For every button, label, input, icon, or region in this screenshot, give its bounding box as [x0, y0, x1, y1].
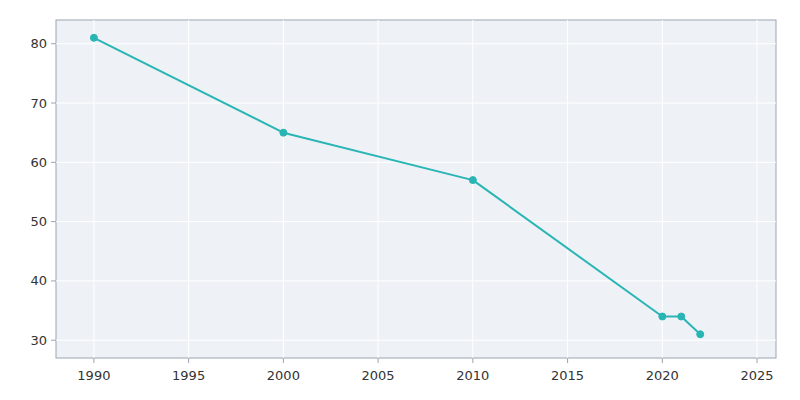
tick-y [51, 43, 56, 44]
grid-line-x [472, 20, 473, 358]
tick-label-y: 70 [30, 96, 47, 111]
grid-line-x [93, 20, 94, 358]
point [697, 331, 704, 338]
tick-label-x: 2015 [551, 368, 584, 383]
tick-label-x: 2025 [741, 368, 774, 383]
grid [56, 20, 776, 358]
grid-line-y [56, 221, 776, 222]
tick-label-x: 1990 [77, 368, 110, 383]
grid-line-x [567, 20, 568, 358]
tick-x [567, 358, 568, 363]
tick-label-x: 2000 [267, 368, 300, 383]
tick-x [757, 358, 758, 363]
point [280, 129, 287, 136]
tick-x [283, 358, 284, 363]
tick-label-y: 30 [30, 333, 47, 348]
tick-y [51, 340, 56, 341]
tick-x [188, 358, 189, 363]
grid-line-y [56, 103, 776, 104]
plot-area [56, 20, 776, 358]
tick-label-y: 80 [30, 36, 47, 51]
tick-x [93, 358, 94, 363]
tick-x [472, 358, 473, 363]
tick-x [378, 358, 379, 363]
grid-line-y [56, 162, 776, 163]
grid-line-x [378, 20, 379, 358]
grid-line-x [662, 20, 663, 358]
grid-line-x [188, 20, 189, 358]
chart: 1990 1995 2000 2005 2010 2015 2020 2025 30 40 50 60… [0, 0, 800, 400]
series [90, 34, 703, 337]
chart-container: 1990 1995 2000 2005 2010 2015 2020 2025 30 40 50 60… [0, 0, 800, 400]
tick-label-x: 2020 [646, 368, 679, 383]
tick-label-y: 40 [30, 273, 47, 288]
tick-y [51, 221, 56, 222]
tick-y [51, 103, 56, 104]
tick-label-x: 1995 [172, 368, 205, 383]
point [469, 177, 476, 184]
line [94, 38, 700, 334]
grid-line-x [283, 20, 284, 358]
point [678, 313, 685, 320]
grid-line-y [56, 43, 776, 44]
tick-label-x: 2010 [456, 368, 489, 383]
grid-line-y [56, 280, 776, 281]
point [659, 313, 666, 320]
tick-label-y: 60 [30, 155, 47, 170]
tick-y [51, 280, 56, 281]
grid-line-y [56, 340, 776, 341]
tick-y [51, 162, 56, 163]
grid-line-x [757, 20, 758, 358]
tick-label-x: 2005 [362, 368, 395, 383]
point [90, 34, 97, 41]
axes: 1990 1995 2000 2005 2010 2015 2020 2025 30 40 50 60… [30, 36, 773, 383]
tick-label-y: 50 [30, 214, 47, 229]
tick-x [662, 358, 663, 363]
